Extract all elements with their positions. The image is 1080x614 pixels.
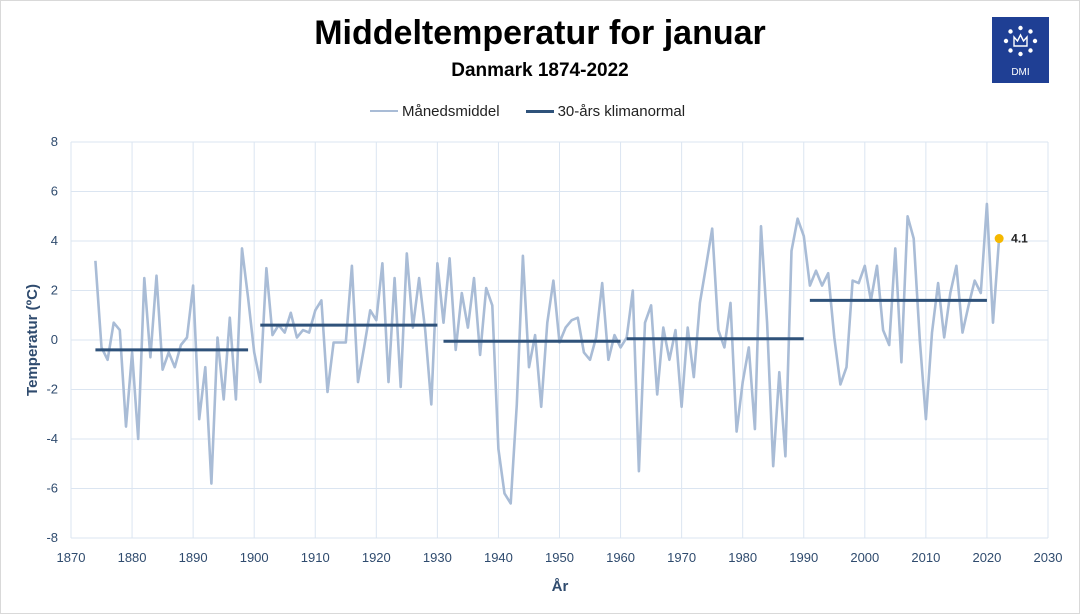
x-tick-label: 1970 — [667, 550, 696, 565]
y-tick-label: 8 — [51, 134, 58, 149]
x-axis-title: År — [552, 578, 569, 595]
x-tick-label: 2030 — [1034, 550, 1063, 565]
y-tick-label: -4 — [46, 431, 58, 446]
x-tick-label: 1990 — [789, 550, 818, 565]
series-layer: 4.1 — [94, 202, 1028, 505]
crown-icon — [1013, 33, 1028, 47]
chart-legend: Månedsmiddel 30-års klimanormal — [370, 100, 685, 122]
x-axis-ticks: 1870 1880 1890 1900 1910 1920 1930 1940 1950 1960… — [57, 550, 1063, 565]
x-tick-label: 1900 — [240, 550, 269, 565]
y-tick-label: 0 — [51, 332, 58, 347]
x-tick-label: 1960 — [606, 550, 635, 565]
x-tick-label: 1870 — [57, 550, 86, 565]
y-axis-title: Temperatur (ºC) — [24, 284, 41, 396]
y-axis-ticks: -8 -6 -4 -2 0 2 4 6 8 — [46, 134, 58, 545]
legend-swatch-monthly — [370, 110, 398, 112]
x-tick-label: 1930 — [423, 550, 452, 565]
highlight-label: 4.1 — [1011, 232, 1028, 246]
chart-title: Middeltemperatur for januar — [314, 14, 766, 52]
x-tick-label: 2000 — [850, 550, 879, 565]
y-tick-label: 2 — [51, 283, 58, 298]
x-tick-label: 2020 — [972, 550, 1001, 565]
y-tick-label: -2 — [46, 382, 58, 397]
x-tick-label: 1920 — [362, 550, 391, 565]
legend-label-monthly: Månedsmiddel — [402, 102, 500, 120]
series-line-monthly — [94, 202, 1001, 505]
dmi-logo-text: DMI — [1011, 67, 1029, 78]
star-ring-icon — [1003, 25, 1038, 57]
x-tick-label: 1910 — [301, 550, 330, 565]
x-tick-label: 2010 — [911, 550, 940, 565]
x-tick-label: 1950 — [545, 550, 574, 565]
x-tick-label: 1890 — [179, 550, 208, 565]
chart-subtitle: Danmark 1874-2022 — [451, 60, 629, 81]
x-tick-label: 1980 — [728, 550, 757, 565]
legend-swatch-normal — [525, 109, 554, 113]
y-tick-label: 6 — [51, 184, 58, 199]
highlight-point — [994, 234, 1004, 244]
y-tick-label: -6 — [46, 481, 58, 496]
gridlines — [70, 141, 1049, 539]
y-tick-label: -8 — [46, 530, 58, 545]
legend-label-normal: 30-års klimanormal — [557, 102, 686, 120]
y-tick-label: 4 — [51, 233, 58, 248]
dmi-logo: DMI — [992, 17, 1049, 83]
x-tick-label: 1880 — [118, 550, 147, 565]
x-tick-label: 1940 — [484, 550, 513, 565]
